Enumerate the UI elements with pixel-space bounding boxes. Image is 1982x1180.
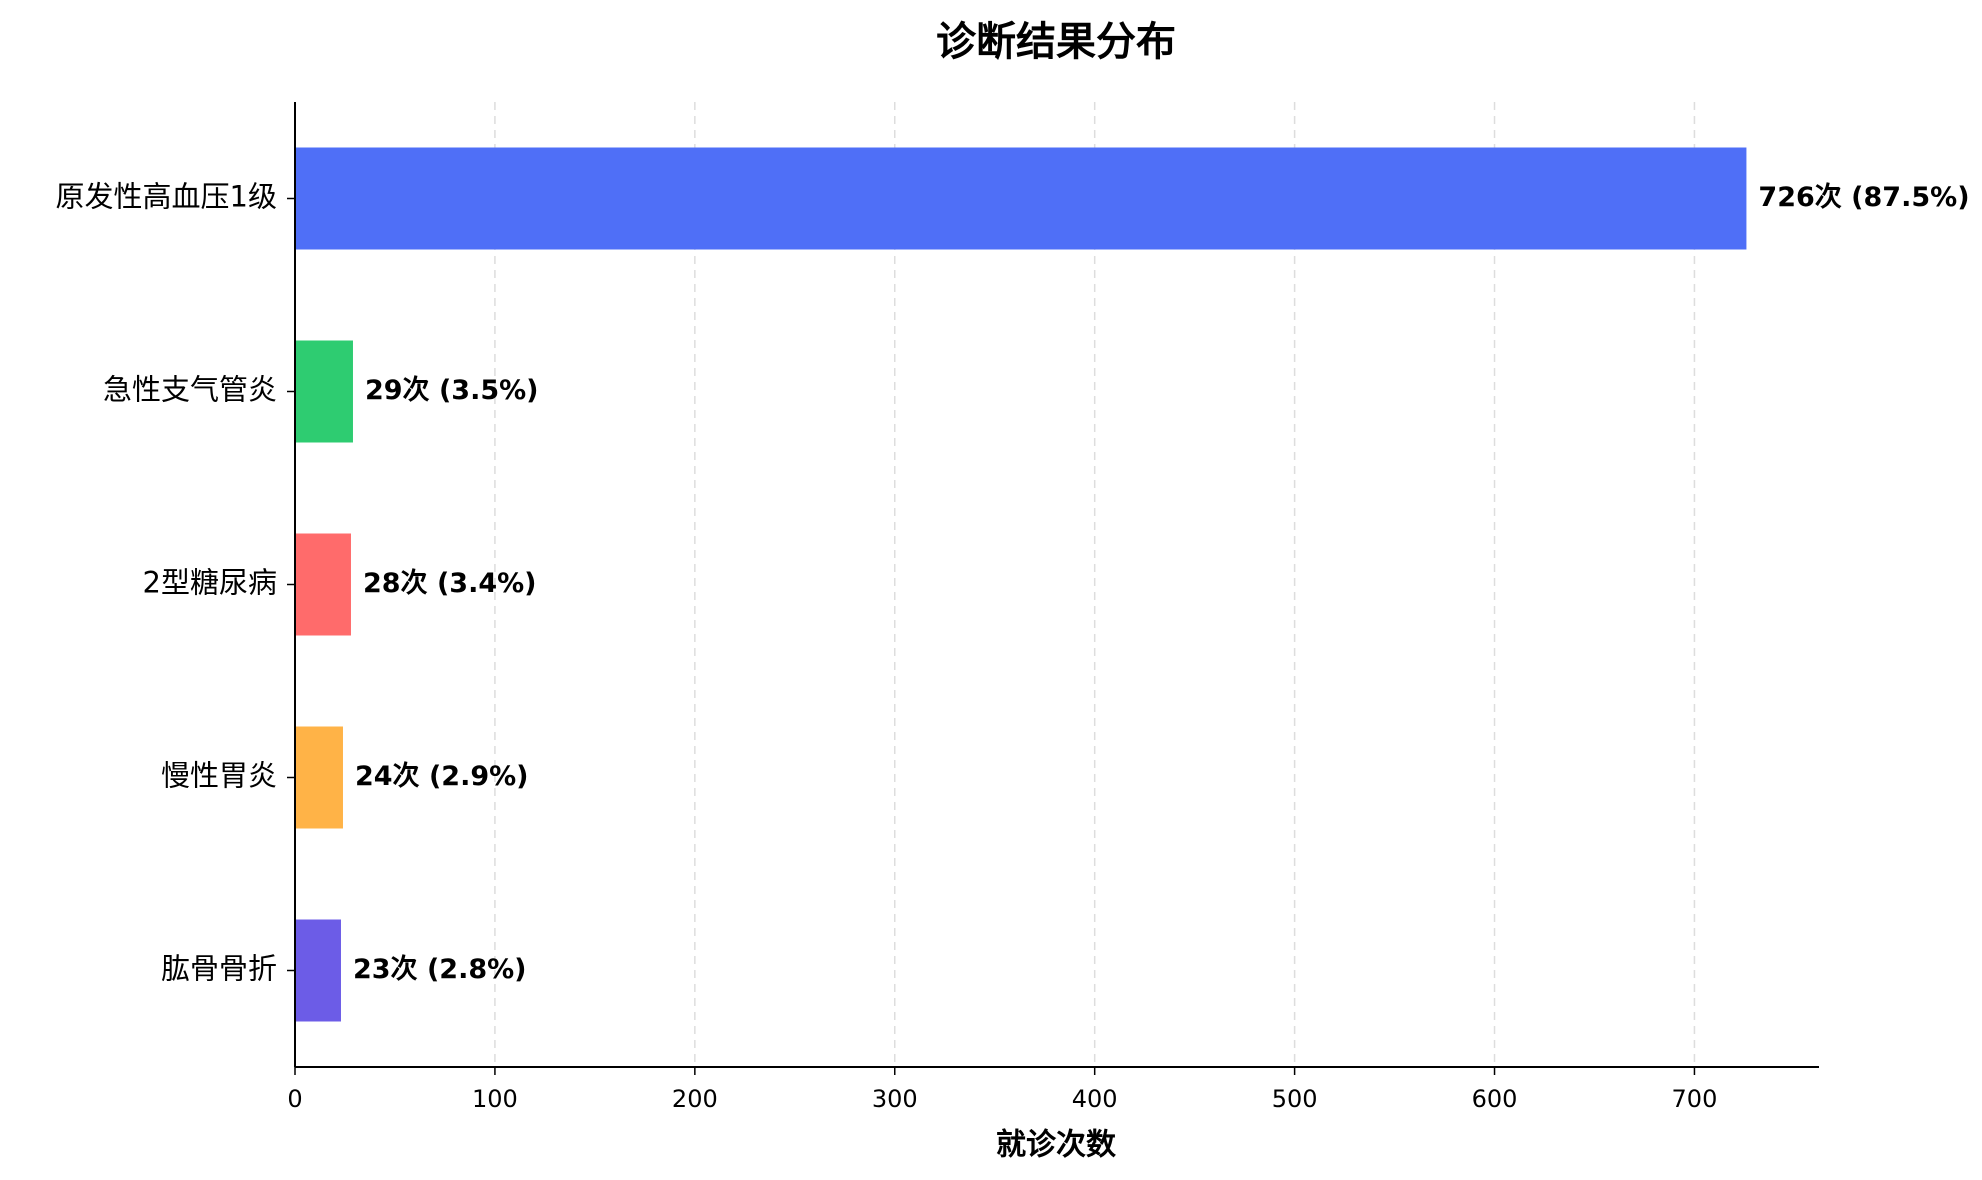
x-axis-label: 就诊次数 [996, 1128, 1117, 1163]
y-tick-label: 慢性胃炎 [161, 759, 277, 793]
x-tick-label: 200 [672, 1085, 718, 1113]
bar [295, 147, 1747, 250]
bar [295, 340, 353, 443]
bar [295, 533, 351, 636]
x-tick-label: 300 [872, 1085, 918, 1113]
value-label: 29次 (3.5%) [365, 375, 539, 406]
y-tick-label: 急性支气管炎 [103, 373, 277, 407]
value-label: 23次 (2.8%) [353, 954, 527, 985]
x-tick-label: 0 [287, 1085, 302, 1113]
chart-title: 诊断结果分布 [936, 19, 1176, 65]
x-tick-label: 400 [1072, 1085, 1118, 1113]
x-tick-label: 700 [1672, 1085, 1718, 1113]
x-tick-label: 600 [1472, 1085, 1518, 1113]
y-tick-label: 原发性高血压1级 [56, 180, 277, 214]
y-tick-label: 2型糖尿病 [143, 566, 277, 600]
x-tick-label: 100 [472, 1085, 518, 1113]
bar [295, 919, 341, 1022]
bar [295, 726, 343, 829]
x-tick-label: 500 [1272, 1085, 1318, 1113]
value-label: 726次 (87.5%) [1758, 182, 1969, 213]
y-tick-label: 肱骨骨折 [161, 952, 277, 986]
value-label: 28次 (3.4%) [363, 568, 537, 599]
value-label: 24次 (2.9%) [355, 761, 529, 792]
